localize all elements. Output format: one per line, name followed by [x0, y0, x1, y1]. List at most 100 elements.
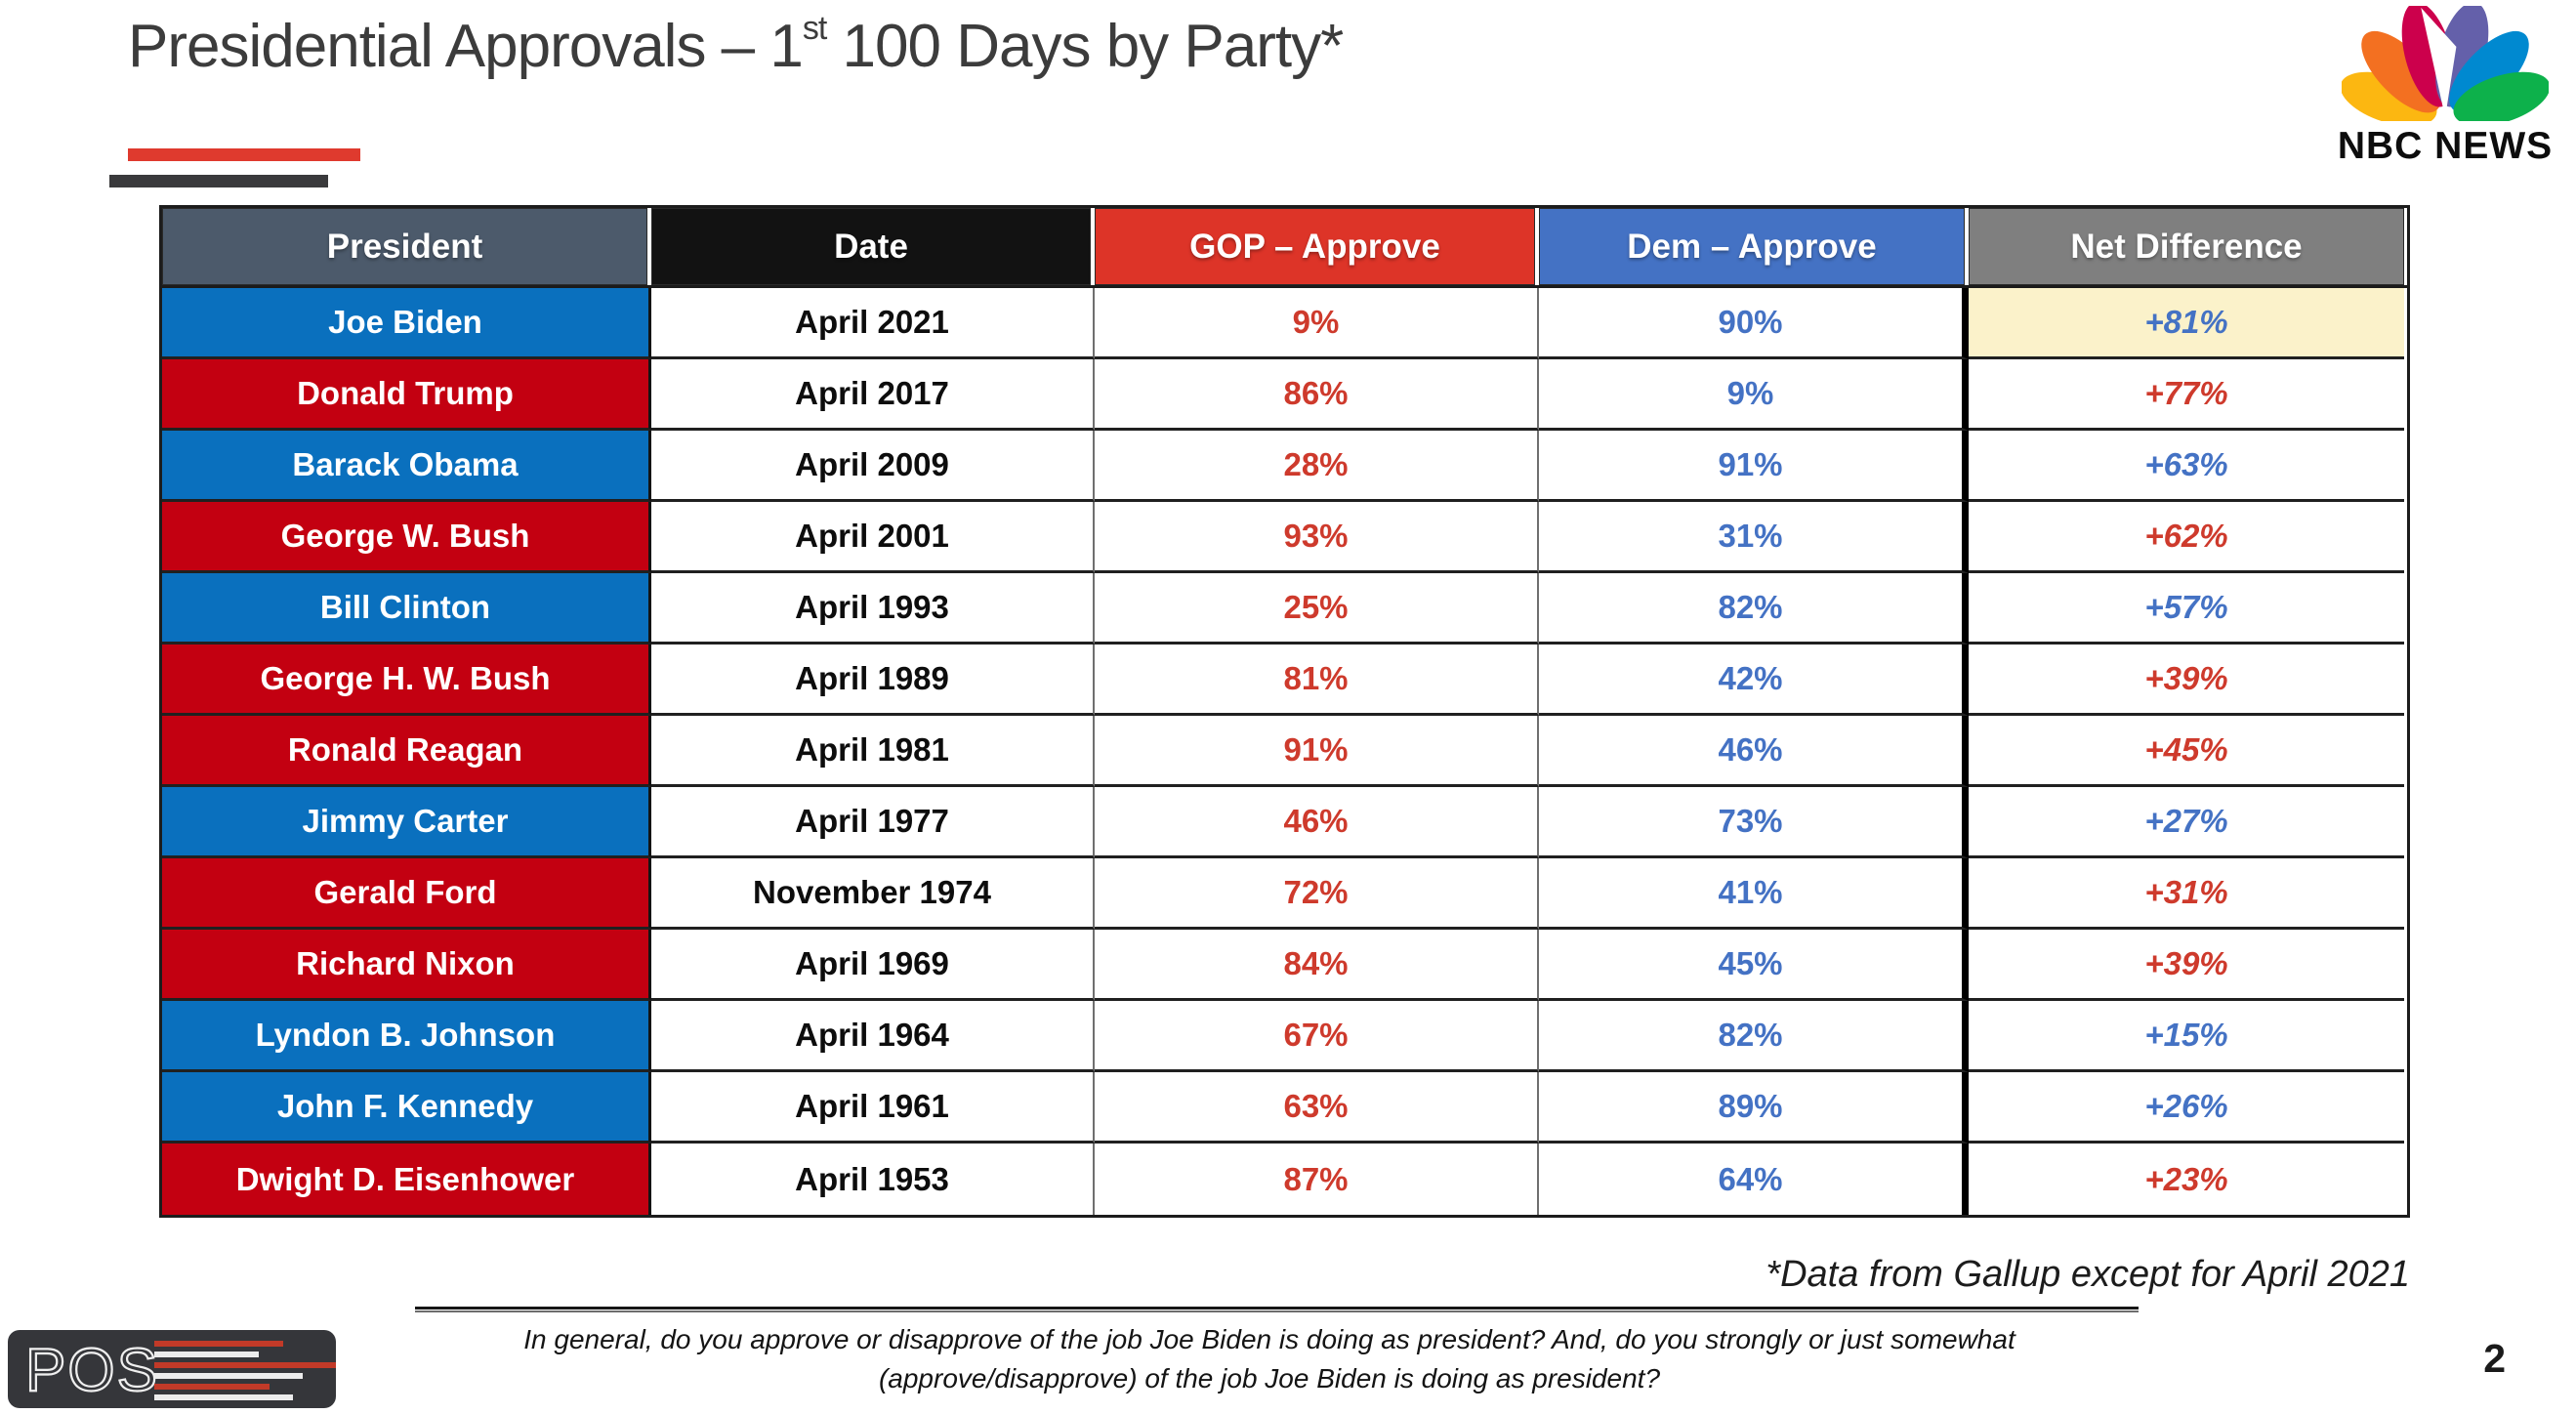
date-cell: April 2017 — [651, 359, 1095, 431]
president-cell: Gerald Ford — [162, 858, 651, 930]
gop-approve-cell: 84% — [1095, 930, 1539, 1001]
table-row: Richard Nixon April 1969 84% 45% +39% — [162, 930, 2407, 1001]
table-row: Gerald Ford November 1974 72% 41% +31% — [162, 858, 2407, 930]
table-row: Lyndon B. Johnson April 1964 67% 82% +15… — [162, 1001, 2407, 1072]
net-difference-cell: +23% — [1969, 1144, 2404, 1215]
header-dem-approve: Dem – Approve — [1539, 208, 1969, 285]
title-accent-dark-bar — [109, 175, 328, 187]
net-difference-cell: +31% — [1969, 858, 2404, 930]
table-header-row: President Date GOP – Approve Dem – Appro… — [162, 208, 2407, 288]
president-cell: Donald Trump — [162, 359, 651, 431]
president-cell: George H. W. Bush — [162, 645, 651, 716]
gop-approve-cell: 67% — [1095, 1001, 1539, 1072]
president-cell: Lyndon B. Johnson — [162, 1001, 651, 1072]
gop-approve-cell: 46% — [1095, 787, 1539, 858]
table-row: Bill Clinton April 1993 25% 82% +57% — [162, 573, 2407, 645]
president-cell: Ronald Reagan — [162, 716, 651, 787]
dem-approve-cell: 46% — [1539, 716, 1969, 787]
president-cell: Barack Obama — [162, 431, 651, 502]
nbc-peacock-icon — [2342, 6, 2549, 121]
dem-approve-cell: 89% — [1539, 1072, 1969, 1144]
date-cell: April 2021 — [651, 288, 1095, 359]
dem-approve-cell: 82% — [1539, 573, 1969, 645]
president-cell: Joe Biden — [162, 288, 651, 359]
date-cell: April 2001 — [651, 502, 1095, 573]
date-cell: April 1953 — [651, 1144, 1095, 1215]
dem-approve-cell: 91% — [1539, 431, 1969, 502]
header-president: President — [162, 208, 651, 285]
approvals-table: President Date GOP – Approve Dem – Appro… — [159, 205, 2410, 1218]
dem-approve-cell: 31% — [1539, 502, 1969, 573]
nbc-news-logo: NBC NEWS — [2330, 6, 2560, 168]
president-cell: Richard Nixon — [162, 930, 651, 1001]
gop-approve-cell: 63% — [1095, 1072, 1539, 1144]
net-difference-cell: +39% — [1969, 930, 2404, 1001]
survey-question-line1: In general, do you approve or disapprove… — [523, 1324, 2015, 1354]
pos-stripe — [154, 1394, 293, 1400]
date-cell: April 1961 — [651, 1072, 1095, 1144]
table-row: George H. W. Bush April 1989 81% 42% +39… — [162, 645, 2407, 716]
date-cell: April 1964 — [651, 1001, 1095, 1072]
header-date: Date — [651, 208, 1095, 285]
table-row: John F. Kennedy April 1961 63% 89% +26% — [162, 1072, 2407, 1144]
survey-question-line2: (approve/disapprove) of the job Joe Bide… — [878, 1363, 1661, 1393]
title-accent-red-bar — [128, 148, 360, 161]
president-cell: John F. Kennedy — [162, 1072, 651, 1144]
dem-approve-cell: 42% — [1539, 645, 1969, 716]
table-row: George W. Bush April 2001 93% 31% +62% — [162, 502, 2407, 573]
survey-question: In general, do you approve or disapprove… — [312, 1320, 2227, 1398]
table-body: Joe Biden April 2021 9% 90% +81% Donald … — [162, 288, 2407, 1215]
net-difference-cell: +81% — [1969, 288, 2404, 359]
gop-approve-cell: 87% — [1095, 1144, 1539, 1215]
president-cell: Jimmy Carter — [162, 787, 651, 858]
date-cell: April 2009 — [651, 431, 1095, 502]
net-difference-cell: +26% — [1969, 1072, 2404, 1144]
table-row: Barack Obama April 2009 28% 91% +63% — [162, 431, 2407, 502]
gop-approve-cell: 93% — [1095, 502, 1539, 573]
table-row: Joe Biden April 2021 9% 90% +81% — [162, 288, 2407, 359]
dem-approve-cell: 9% — [1539, 359, 1969, 431]
net-difference-cell: +45% — [1969, 716, 2404, 787]
date-cell: April 1993 — [651, 573, 1095, 645]
dem-approve-cell: 64% — [1539, 1144, 1969, 1215]
page-title: Presidential Approvals – 1st 100 Days by… — [128, 10, 1345, 81]
dem-approve-cell: 45% — [1539, 930, 1969, 1001]
table-row: Jimmy Carter April 1977 46% 73% +27% — [162, 787, 2407, 858]
pos-stripe — [154, 1373, 303, 1379]
pos-stripe — [154, 1341, 283, 1347]
title-text: Presidential Approvals – 1 — [128, 13, 804, 80]
president-cell: George W. Bush — [162, 502, 651, 573]
title-text-suffix: 100 Days by Party* — [826, 13, 1345, 80]
pos-wordmark: POS — [24, 1336, 159, 1405]
pos-stripe — [154, 1352, 259, 1357]
table-row: Dwight D. Eisenhower April 1953 87% 64% … — [162, 1144, 2407, 1215]
net-difference-cell: +39% — [1969, 645, 2404, 716]
net-difference-cell: +27% — [1969, 787, 2404, 858]
header-gop-approve: GOP – Approve — [1095, 208, 1539, 285]
date-cell: April 1981 — [651, 716, 1095, 787]
table-row: Donald Trump April 2017 86% 9% +77% — [162, 359, 2407, 431]
net-difference-cell: +15% — [1969, 1001, 2404, 1072]
net-difference-cell: +62% — [1969, 502, 2404, 573]
net-difference-cell: +63% — [1969, 431, 2404, 502]
gop-approve-cell: 9% — [1095, 288, 1539, 359]
gop-approve-cell: 81% — [1095, 645, 1539, 716]
dem-approve-cell: 90% — [1539, 288, 1969, 359]
date-cell: April 1969 — [651, 930, 1095, 1001]
header-net-difference: Net Difference — [1969, 208, 2404, 285]
gop-approve-cell: 91% — [1095, 716, 1539, 787]
pos-stripe — [154, 1362, 336, 1368]
gop-approve-cell: 25% — [1095, 573, 1539, 645]
pos-logo: POS — [8, 1330, 336, 1408]
footer-divider-line — [415, 1307, 2139, 1312]
dem-approve-cell: 41% — [1539, 858, 1969, 930]
footnote: *Data from Gallup except for April 2021 — [1766, 1254, 2410, 1295]
nbc-news-wordmark: NBC NEWS — [2337, 125, 2554, 167]
gop-approve-cell: 28% — [1095, 431, 1539, 502]
pos-stripe — [154, 1384, 270, 1390]
dem-approve-cell: 82% — [1539, 1001, 1969, 1072]
page-number: 2 — [2483, 1336, 2506, 1381]
date-cell: April 1989 — [651, 645, 1095, 716]
dem-approve-cell: 73% — [1539, 787, 1969, 858]
